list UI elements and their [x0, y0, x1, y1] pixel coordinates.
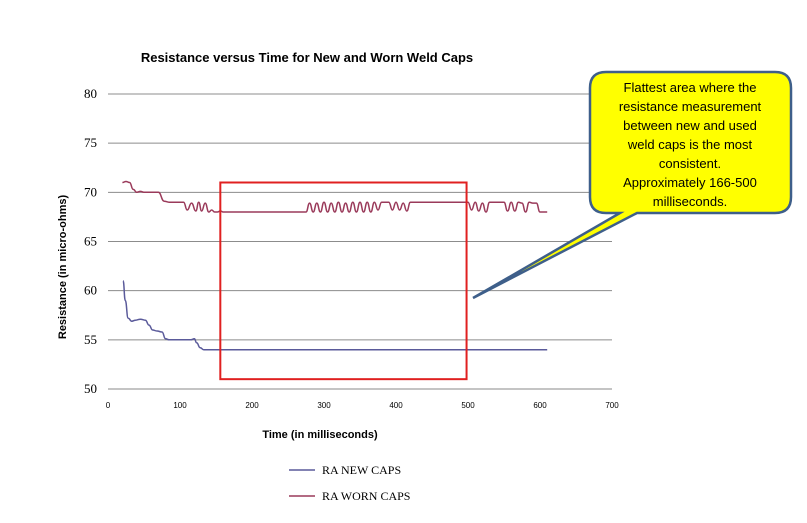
legend-label-new: RA NEW CAPS — [322, 463, 401, 477]
callout-line: Flattest area where the — [624, 80, 757, 95]
x-tick-labels: 0 100 200 300 400 500 600 700 — [106, 401, 619, 410]
chart-title: Resistance versus Time for New and Worn … — [141, 50, 473, 65]
x-tick-label: 600 — [533, 401, 547, 410]
x-tick-label: 400 — [389, 401, 403, 410]
y-tick-label: 65 — [84, 234, 97, 249]
callout-line: between new and used — [623, 118, 757, 133]
y-tick-label: 55 — [84, 332, 97, 347]
x-tick-label: 500 — [461, 401, 475, 410]
y-axis-label: Resistance (in micro-ohms) — [57, 195, 69, 340]
x-tick-label: 200 — [245, 401, 259, 410]
highlight-rectangle — [219, 181, 468, 381]
callout-line: milliseconds. — [653, 194, 727, 209]
callout-line: Approximately 166-500 — [623, 175, 757, 190]
x-tick-label: 700 — [605, 401, 619, 410]
x-tick-label: 300 — [317, 401, 331, 410]
callout-line: consistent. — [659, 156, 721, 171]
callout: Flattest area where the resistance measur… — [472, 70, 793, 300]
y-tick-label: 70 — [84, 184, 97, 199]
x-axis-label: Time (in milliseconds) — [262, 429, 378, 441]
callout-line: resistance measurement — [619, 99, 762, 114]
callout-bubble — [472, 70, 793, 300]
series-lines — [122, 180, 548, 351]
y-tick-label: 75 — [84, 135, 97, 150]
series-line-0 — [122, 280, 548, 351]
y-tick-labels: 50 55 60 65 70 75 80 — [84, 86, 97, 396]
x-tick-label: 100 — [173, 401, 187, 410]
gridlines — [108, 93, 612, 341]
series-line-1 — [122, 180, 548, 213]
y-tick-label: 80 — [84, 86, 97, 101]
callout-text: Flattest area where the resistance measur… — [619, 80, 762, 209]
x-tick-label: 0 — [106, 401, 111, 410]
legend-label-worn: RA WORN CAPS — [322, 489, 410, 503]
callout-line: weld caps is the most — [627, 137, 753, 152]
y-tick-label: 60 — [84, 283, 97, 298]
y-tick-label: 50 — [84, 381, 97, 396]
legend: RA NEW CAPS RA WORN CAPS — [289, 463, 410, 503]
